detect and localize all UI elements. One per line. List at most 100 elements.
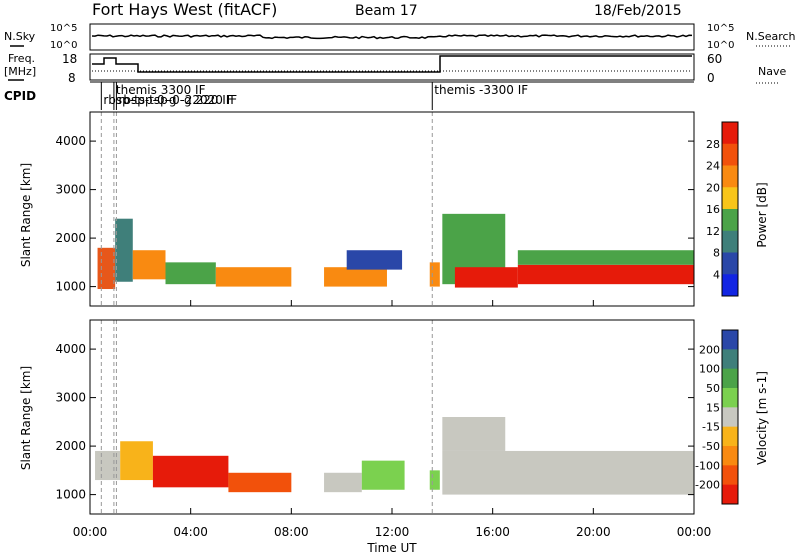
y-tick-label: 1000 bbox=[55, 280, 86, 294]
noise-search-label: N.Search bbox=[746, 30, 796, 43]
colorbar-frame bbox=[721, 121, 739, 297]
cpid-label: CPID bbox=[4, 89, 36, 103]
colorbar-tick-label: 8 bbox=[713, 247, 720, 260]
colorbar-swatch bbox=[722, 165, 738, 188]
time-tick-label: 20:00 bbox=[576, 525, 611, 539]
data-cell-band bbox=[324, 267, 387, 287]
colorbar-swatch bbox=[722, 143, 738, 166]
colorbar-tick-label: 4 bbox=[713, 268, 720, 281]
noise-sky-label: N.Sky bbox=[4, 30, 36, 43]
time-tick-label: 12:00 bbox=[375, 525, 410, 539]
plot-title: Fort Hays West (fitACF) bbox=[92, 0, 277, 19]
y-tick-label: 4000 bbox=[55, 342, 86, 356]
time-tick-label: 16:00 bbox=[475, 525, 510, 539]
power-colorbar-label: Power [dB] bbox=[755, 182, 769, 247]
data-cell-band bbox=[132, 250, 166, 280]
colorbar-swatch bbox=[722, 330, 738, 350]
cpid-marker-label: rbsp-tsp-0-g 220 IF bbox=[118, 93, 232, 107]
noise-right-tick-top: 10^5 bbox=[707, 23, 734, 34]
time-axis-label: Time UT bbox=[366, 541, 417, 554]
colorbar-tick-label: 50 bbox=[706, 382, 720, 395]
velocity-y-axis-label: Slant Range [km] bbox=[19, 366, 33, 470]
colorbar-tick-label: 20 bbox=[706, 181, 720, 194]
nave-tick-bottom: 0 bbox=[707, 71, 715, 85]
y-tick-label: 2000 bbox=[55, 439, 86, 453]
freq-tick-bottom: 8 bbox=[68, 71, 76, 85]
colorbar-frame bbox=[721, 329, 739, 505]
data-cell-band bbox=[517, 250, 694, 265]
colorbar-swatch bbox=[722, 426, 738, 447]
data-cell-band bbox=[429, 470, 440, 490]
y-tick-label: 3000 bbox=[55, 183, 86, 197]
noise-right-tick-bottom: 10^0 bbox=[707, 40, 734, 51]
data-cell-band bbox=[120, 441, 153, 481]
y-tick-label: 1000 bbox=[55, 488, 86, 502]
data-cell-band bbox=[165, 262, 216, 285]
colorbar-swatch bbox=[722, 446, 738, 466]
colorbar-tick-label: -15 bbox=[702, 421, 720, 434]
colorbar-tick-label: 15 bbox=[706, 401, 720, 414]
data-cell-band bbox=[97, 247, 116, 290]
colorbar-swatch bbox=[722, 465, 738, 486]
noise-left-tick-top: 10^5 bbox=[50, 23, 77, 34]
freq-unit-label: [MHz] bbox=[4, 65, 36, 78]
data-cell-band bbox=[115, 218, 133, 282]
noise-left-tick-bottom: 10^0 bbox=[50, 40, 77, 51]
colorbar-swatch bbox=[722, 388, 738, 408]
colorbar-tick-label: 100 bbox=[699, 363, 720, 376]
frequency-panel-frame bbox=[89, 53, 695, 81]
colorbar-tick-label: 24 bbox=[706, 160, 720, 173]
data-cell-band bbox=[324, 472, 362, 493]
data-cell-band bbox=[442, 450, 694, 495]
data-cell-band bbox=[346, 250, 403, 270]
time-tick-label: 00:00 bbox=[677, 525, 712, 539]
data-cell-band bbox=[228, 472, 292, 493]
noise-panel-frame bbox=[89, 23, 695, 51]
power-y-ticks: 1000 2000 3000 4000 bbox=[55, 134, 694, 294]
nave-tick-top: 60 bbox=[707, 52, 722, 66]
velocity-data-cells bbox=[95, 320, 694, 514]
colorbar-tick-label: 200 bbox=[699, 343, 720, 356]
power-panel: 1000 2000 3000 4000 Slant Range [km] 28 24 20… bbox=[19, 111, 769, 307]
time-tick-label: 08:00 bbox=[274, 525, 309, 539]
colorbar-tick-label: -200 bbox=[695, 479, 720, 492]
data-cell-band bbox=[215, 267, 292, 287]
cpid-marker-label: themis -3300 IF bbox=[434, 83, 528, 97]
time-tick-label: 04:00 bbox=[173, 525, 208, 539]
colorbar-swatch bbox=[722, 209, 738, 232]
colorbar-swatch bbox=[722, 274, 738, 297]
cpid-marker-label: rbsp-tsp-0-g -22020 IF bbox=[103, 93, 237, 107]
colorbar-swatch bbox=[722, 122, 738, 145]
y-tick-label: 3000 bbox=[55, 391, 86, 405]
time-axis-ticks: 00:00 04:00 08:00 12:00 16:00 20:00 00:00 bbox=[73, 300, 712, 539]
colorbar-tick-label: 16 bbox=[706, 203, 720, 216]
velocity-y-ticks: 1000 2000 3000 4000 bbox=[55, 342, 694, 502]
nave-label: Nave bbox=[758, 65, 786, 78]
colorbar-tick-label: -50 bbox=[702, 440, 720, 453]
colorbar-swatch bbox=[722, 407, 738, 428]
y-tick-label: 4000 bbox=[55, 134, 86, 148]
power-y-axis-label: Slant Range [km] bbox=[19, 163, 33, 267]
date-label: 18/Feb/2015 bbox=[594, 3, 682, 19]
power-data-cells bbox=[97, 112, 694, 306]
data-cell-band bbox=[429, 262, 440, 287]
colorbar-swatch bbox=[722, 252, 738, 275]
data-cell-band bbox=[454, 267, 518, 288]
colorbar-swatch bbox=[722, 368, 738, 389]
noise-sky-trace bbox=[91, 34, 693, 40]
cpid-marker-label: themis 3300 IF bbox=[116, 83, 206, 97]
colorbar-swatch bbox=[722, 349, 738, 370]
data-cell-band bbox=[361, 460, 405, 490]
colorbar-tick-label: 12 bbox=[706, 225, 720, 238]
velocity-colorbar-label: Velocity [m s-1] bbox=[755, 371, 769, 465]
freq-label: Freq. bbox=[8, 52, 35, 65]
velocity-colorbar: 200 100 50 15 -15 -50 -100 -200 bbox=[695, 329, 739, 505]
time-tick-label: 00:00 bbox=[73, 525, 108, 539]
data-cell-band bbox=[152, 455, 229, 488]
frequency-panel: Freq. [MHz] 18 8 60 0 Nave bbox=[4, 52, 786, 85]
y-tick-label: 2000 bbox=[55, 231, 86, 245]
power-colorbar: 28 24 20 16 12 8 4 bbox=[706, 121, 739, 297]
